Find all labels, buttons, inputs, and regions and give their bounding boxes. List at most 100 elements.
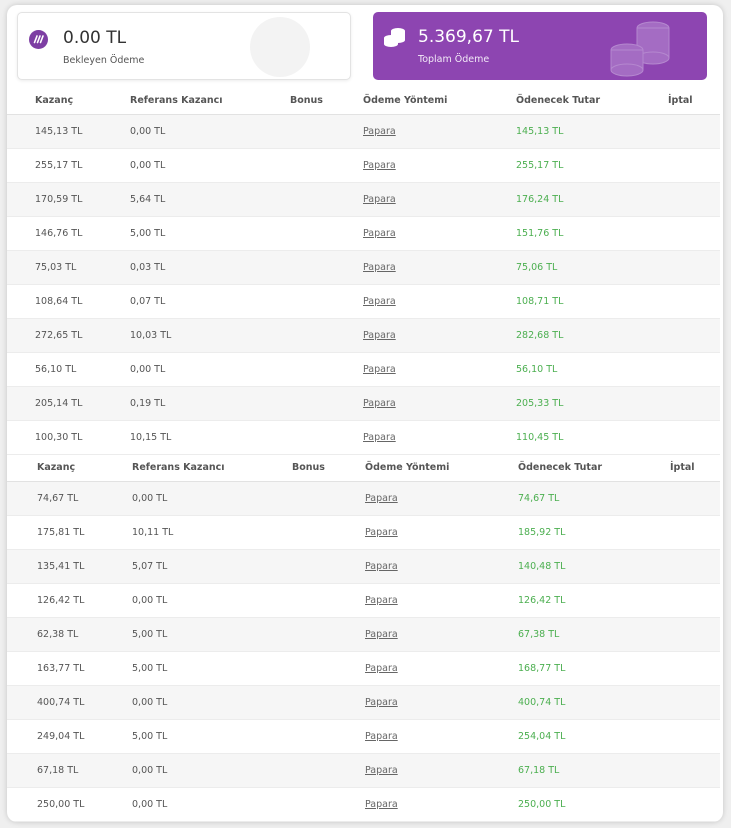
earning-cell: 75,03 TL bbox=[35, 262, 77, 273]
table-body-2: 74,67 TL 0,00 TL Papara 74,67 TL 175,81 TL 10… bbox=[7, 481, 720, 822]
payment-method-cell: Papara bbox=[363, 318, 516, 353]
earning-cell: 146,76 TL bbox=[35, 228, 83, 239]
earning-cell: 250,00 TL bbox=[37, 799, 85, 810]
cancel-cell bbox=[670, 685, 720, 720]
payment-method-link[interactable]: Papara bbox=[365, 561, 398, 572]
earning-cell: 74,67 TL bbox=[37, 493, 79, 504]
earning-cell: 108,64 TL bbox=[35, 296, 83, 307]
bonus-cell bbox=[290, 114, 363, 149]
table-body-1: 145,13 TL 0,00 TL Papara 145,13 TL 255,17 TL… bbox=[7, 114, 720, 455]
payment-method-cell: Papara bbox=[363, 182, 516, 217]
payment-method-link[interactable]: Papara bbox=[363, 262, 396, 273]
earning-cell: 126,42 TL bbox=[7, 583, 132, 618]
table-row: 74,67 TL 0,00 TL Papara 74,67 TL bbox=[7, 481, 720, 516]
header-cancel: İptal bbox=[670, 454, 720, 482]
earning-cell: 272,65 TL bbox=[7, 318, 130, 353]
payment-method-link[interactable]: Papara bbox=[365, 629, 398, 640]
payment-method-cell: Papara bbox=[365, 515, 518, 550]
earning-cell: 145,13 TL bbox=[35, 126, 83, 137]
payment-method-link[interactable]: Papara bbox=[365, 731, 398, 742]
earning-cell: 100,30 TL bbox=[7, 420, 130, 455]
payable-amount-cell: 282,68 TL bbox=[516, 318, 668, 353]
bonus-cell bbox=[290, 250, 363, 285]
payment-method-link[interactable]: Papara bbox=[365, 595, 398, 606]
payment-method-cell: Papara bbox=[363, 216, 516, 251]
payment-method-link[interactable]: Papara bbox=[365, 799, 398, 810]
earning-cell: 163,77 TL bbox=[37, 663, 85, 674]
payment-method-link[interactable]: Papara bbox=[365, 765, 398, 776]
table-row: 400,74 TL 0,00 TL Papara 400,74 TL bbox=[7, 685, 720, 720]
payable-amount-cell: 110,45 TL bbox=[516, 432, 564, 443]
earning-cell: 67,18 TL bbox=[37, 765, 79, 776]
payment-method-link[interactable]: Papara bbox=[363, 364, 396, 375]
payable-amount-cell: 67,18 TL bbox=[518, 753, 670, 788]
referral-cell: 5,00 TL bbox=[132, 629, 168, 640]
payments-panel: 0.00 TL Bekleyen Ödeme 5.369, bbox=[7, 5, 723, 822]
bonus-cell bbox=[290, 216, 363, 251]
bonus-cell bbox=[292, 617, 365, 652]
referral-cell: 0,07 TL bbox=[130, 284, 290, 319]
payment-method-link[interactable]: Papara bbox=[363, 228, 396, 239]
referral-cell: 0,03 TL bbox=[130, 250, 290, 285]
earning-cell: 74,67 TL bbox=[7, 481, 132, 516]
cancel-cell bbox=[668, 420, 720, 455]
payable-amount-cell: 126,42 TL bbox=[518, 583, 670, 618]
cancel-cell bbox=[670, 787, 720, 822]
referral-cell: 5,00 TL bbox=[132, 731, 168, 742]
payable-amount-cell: 400,74 TL bbox=[518, 697, 566, 708]
payable-amount-cell: 250,00 TL bbox=[518, 799, 566, 810]
cancel-cell bbox=[668, 148, 720, 183]
cancel-cell bbox=[670, 617, 720, 652]
payable-amount-cell: 185,92 TL bbox=[518, 515, 670, 550]
payable-amount-cell: 205,33 TL bbox=[516, 398, 564, 409]
cancel-cell bbox=[668, 284, 720, 319]
payment-method-cell: Papara bbox=[363, 250, 516, 285]
payment-method-link[interactable]: Papara bbox=[365, 697, 398, 708]
payable-amount-cell: 168,77 TL bbox=[518, 663, 566, 674]
payment-method-link[interactable]: Papara bbox=[365, 663, 398, 674]
payment-method-cell: Papara bbox=[363, 352, 516, 387]
payment-method-link[interactable]: Papara bbox=[363, 398, 396, 409]
referral-cell: 10,11 TL bbox=[132, 527, 174, 538]
payable-amount-cell: 108,71 TL bbox=[516, 296, 564, 307]
payment-method-link[interactable]: Papara bbox=[363, 194, 396, 205]
referral-cell: 10,15 TL bbox=[130, 432, 172, 443]
payment-method-link[interactable]: Papara bbox=[365, 493, 398, 504]
payment-method-link[interactable]: Papara bbox=[363, 126, 396, 137]
payable-amount-cell: 67,38 TL bbox=[518, 629, 560, 640]
cancel-cell bbox=[670, 481, 720, 516]
referral-cell: 5,07 TL bbox=[132, 561, 168, 572]
referral-cell: 5,00 TL bbox=[132, 651, 292, 686]
cancel-cell bbox=[668, 182, 720, 217]
payment-method-link[interactable]: Papara bbox=[363, 432, 396, 443]
referral-cell: 0,00 TL bbox=[130, 126, 166, 137]
total-payment-card: 5.369,67 TL Toplam Ödeme bbox=[373, 12, 707, 80]
payment-method-link[interactable]: Papara bbox=[363, 160, 396, 171]
table-row: 175,81 TL 10,11 TL Papara 185,92 TL bbox=[7, 515, 720, 550]
payment-method-cell: Papara bbox=[363, 114, 516, 149]
referral-cell: 0,00 TL bbox=[132, 493, 168, 504]
cancel-cell bbox=[668, 352, 720, 387]
total-amount: 5.369,67 TL bbox=[418, 27, 519, 47]
payable-amount-cell: 67,38 TL bbox=[518, 617, 670, 652]
coins-icon bbox=[384, 28, 405, 47]
payment-method-link[interactable]: Papara bbox=[363, 296, 396, 307]
referral-cell: 10,11 TL bbox=[132, 515, 292, 550]
earning-cell: 175,81 TL bbox=[37, 527, 85, 538]
referral-cell: 5,07 TL bbox=[132, 549, 292, 584]
table-row: 255,17 TL 0,00 TL Papara 255,17 TL bbox=[7, 148, 720, 183]
referral-cell: 0,03 TL bbox=[130, 262, 166, 273]
cancel-cell bbox=[668, 386, 720, 421]
earning-cell: 205,14 TL bbox=[35, 398, 83, 409]
referral-cell: 5,00 TL bbox=[130, 216, 290, 251]
earning-cell: 135,41 TL bbox=[37, 561, 85, 572]
referral-cell: 10,03 TL bbox=[130, 318, 290, 353]
table-row: 100,30 TL 10,15 TL Papara 110,45 TL bbox=[7, 420, 720, 455]
payable-amount-cell: 110,45 TL bbox=[516, 420, 668, 455]
payment-method-cell: Papara bbox=[365, 719, 518, 754]
payment-method-link[interactable]: Papara bbox=[365, 527, 398, 538]
referral-cell: 0,00 TL bbox=[132, 481, 292, 516]
payment-method-link[interactable]: Papara bbox=[363, 330, 396, 341]
referral-cell: 0,00 TL bbox=[132, 799, 168, 810]
earning-cell: 56,10 TL bbox=[7, 352, 130, 387]
